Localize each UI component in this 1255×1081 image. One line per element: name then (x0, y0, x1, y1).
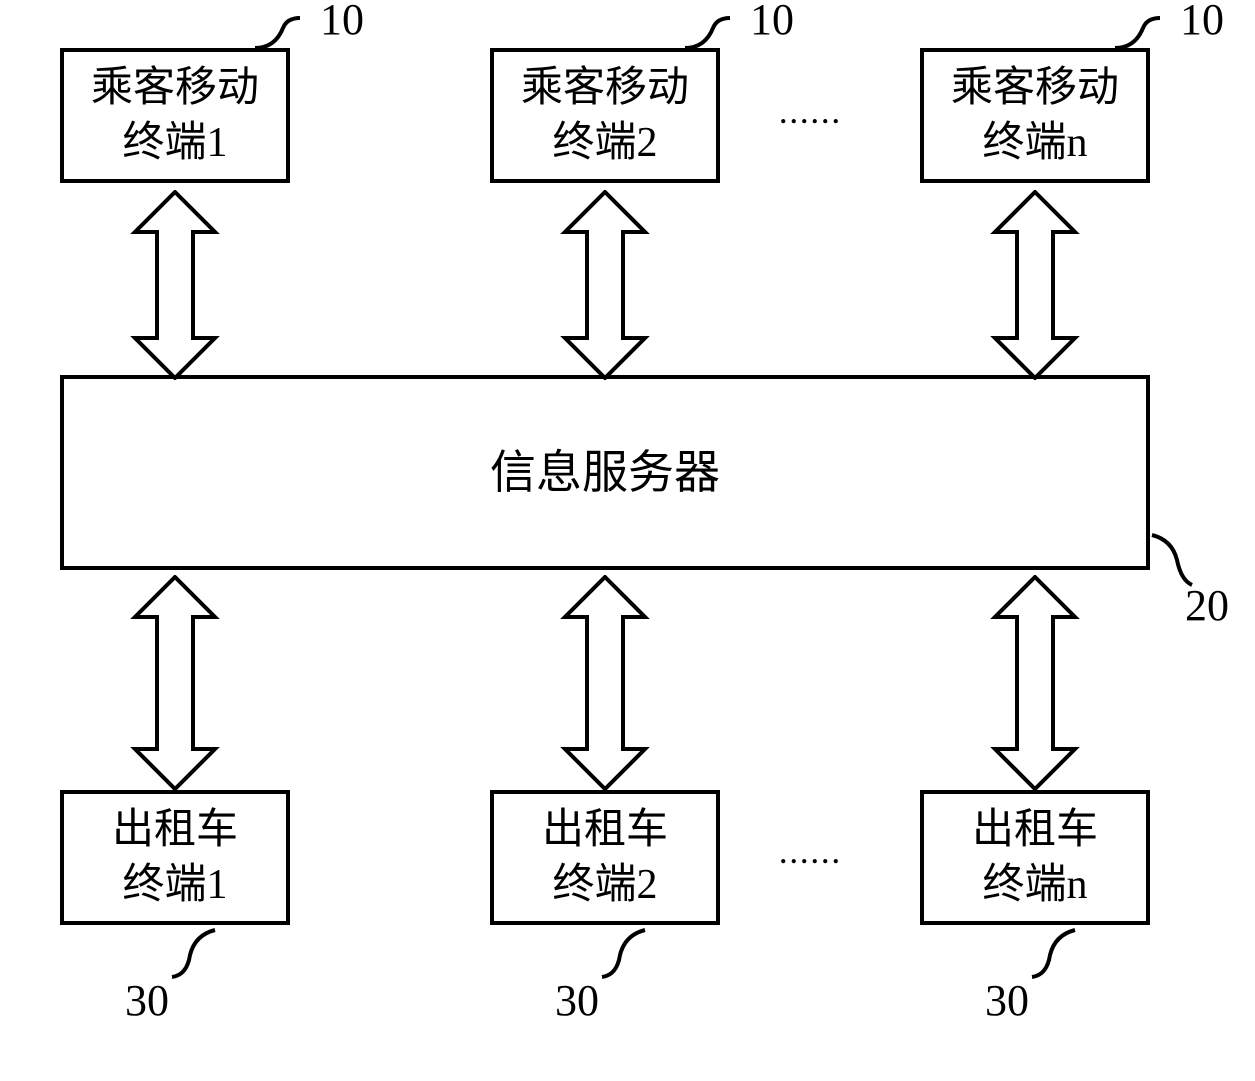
bidir-arrow-icon (988, 575, 1082, 791)
info-server: 信息服务器 (60, 375, 1150, 570)
ellipsis-top: ...... (780, 100, 843, 130)
ref-10-a: 10 (320, 0, 364, 45)
box-label: 出租车终端1 (112, 803, 238, 912)
leader-t2 (590, 925, 660, 990)
bidir-arrow-icon (558, 575, 652, 791)
ref-30-a: 30 (125, 975, 169, 1026)
box-label: 乘客移动终端n (951, 61, 1119, 170)
ellipsis-bottom: ...... (780, 840, 843, 870)
leader-p2 (675, 10, 745, 60)
bidir-arrow-icon (558, 190, 652, 380)
bidir-arrow-icon (128, 575, 222, 791)
box-label: 乘客移动终端1 (91, 61, 259, 170)
ref-30-b: 30 (555, 975, 599, 1026)
system-diagram: 乘客移动终端1 乘客移动终端2 乘客移动终端n ...... 信息服务器 出租车… (0, 0, 1255, 1081)
leader-pn (1105, 10, 1175, 60)
ref-30-c: 30 (985, 975, 1029, 1026)
box-label: 出租车终端2 (542, 803, 668, 912)
ref-20: 20 (1185, 580, 1229, 631)
leader-tn (1020, 925, 1090, 990)
ref-10-c: 10 (1180, 0, 1224, 45)
box-label: 乘客移动终端2 (521, 61, 689, 170)
box-label: 信息服务器 (490, 443, 720, 503)
ref-10-b: 10 (750, 0, 794, 45)
passenger-terminal-n: 乘客移动终端n (920, 48, 1150, 183)
leader-p1 (245, 10, 315, 60)
taxi-terminal-2: 出租车终端2 (490, 790, 720, 925)
box-label: 出租车终端n (972, 803, 1098, 912)
leader-t1 (160, 925, 230, 990)
bidir-arrow-icon (988, 190, 1082, 380)
passenger-terminal-1: 乘客移动终端1 (60, 48, 290, 183)
taxi-terminal-n: 出租车终端n (920, 790, 1150, 925)
bidir-arrow-icon (128, 190, 222, 380)
passenger-terminal-2: 乘客移动终端2 (490, 48, 720, 183)
taxi-terminal-1: 出租车终端1 (60, 790, 290, 925)
